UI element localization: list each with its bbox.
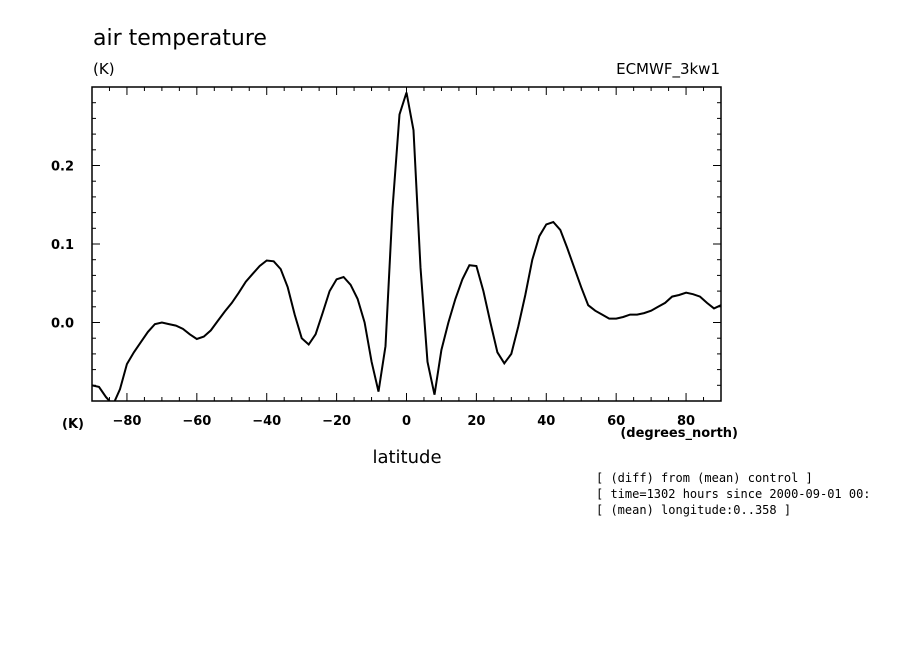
plot-frame bbox=[91, 86, 722, 402]
x-axis-label: latitude bbox=[372, 447, 441, 468]
x-tick-labels: −80 −60 −40 −20 0 20 40 60 80 bbox=[112, 414, 695, 429]
x-tick-label: 20 bbox=[467, 414, 485, 429]
annotation-diff: [ (diff) from (mean) control ] bbox=[596, 471, 813, 485]
y-units-top: (K) bbox=[93, 60, 115, 78]
x-tick-label: 40 bbox=[537, 414, 555, 429]
x-tick-label: −60 bbox=[182, 414, 211, 429]
series-line bbox=[92, 92, 721, 401]
x-tick-label: −80 bbox=[112, 414, 141, 429]
y-tick-label: 0.2 bbox=[51, 160, 74, 175]
x-tick-label: −40 bbox=[252, 414, 281, 429]
x-tick-label: 80 bbox=[677, 414, 695, 429]
x-units-label: (degrees_north) bbox=[620, 426, 738, 441]
x-tick-label: 0 bbox=[402, 414, 411, 429]
y-tick-labels: 0.0 0.1 0.2 bbox=[51, 160, 74, 332]
y-tick-label: 0.0 bbox=[51, 317, 74, 332]
dataset-label: ECMWF_3kw1 bbox=[616, 60, 720, 79]
x-tick-label: 60 bbox=[607, 414, 625, 429]
annotation-time: [ time=1302 hours since 2000-09-01 00: bbox=[596, 487, 871, 501]
y-tick-label: 0.1 bbox=[51, 238, 74, 253]
y-units-bottom: (K) bbox=[62, 417, 84, 432]
x-tick-label: −20 bbox=[322, 414, 351, 429]
annotation-longitude: [ (mean) longitude:0..358 ] bbox=[596, 503, 791, 517]
chart-title: air temperature bbox=[93, 26, 267, 51]
axis-ticks bbox=[91, 86, 722, 402]
